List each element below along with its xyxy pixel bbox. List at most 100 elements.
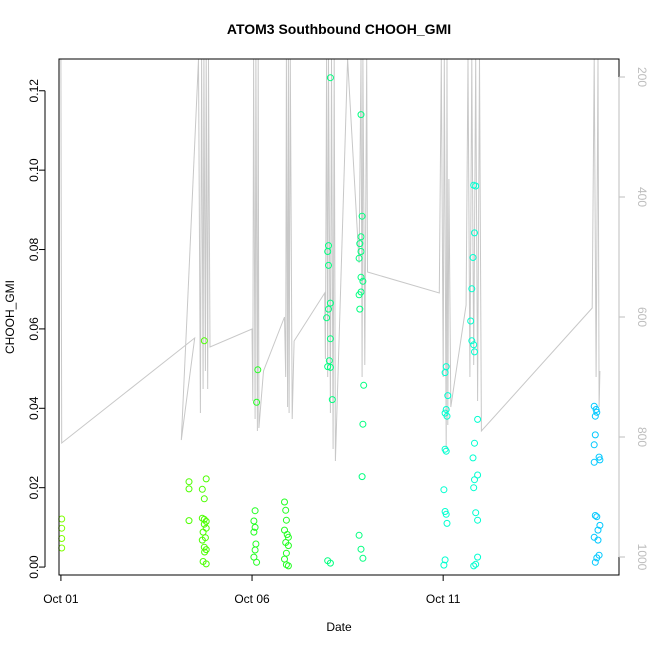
data-point [58, 535, 66, 542]
data-point [471, 476, 478, 484]
data-point [593, 513, 601, 521]
data-point [251, 507, 259, 515]
data-point [326, 363, 334, 371]
data-point [442, 510, 450, 518]
data-point [282, 549, 290, 557]
data-point [200, 495, 208, 503]
data-point [444, 392, 452, 400]
data-point [592, 406, 600, 413]
data-point [253, 398, 261, 406]
data-point [250, 528, 258, 536]
data-point [472, 182, 480, 190]
data-point [470, 484, 478, 492]
data-point [443, 412, 451, 420]
data-point [250, 517, 258, 525]
data-point [326, 74, 334, 82]
data-point [198, 536, 206, 544]
x-tick-label: Oct 06 [234, 592, 270, 606]
data-point [358, 212, 366, 220]
data-point [185, 517, 193, 525]
data-point [185, 478, 193, 486]
y2-tick-label: 600 [635, 307, 649, 327]
data-point [325, 261, 332, 269]
data-point [590, 441, 598, 449]
data-point [281, 526, 288, 534]
data-point [325, 305, 332, 313]
data-point [596, 456, 604, 464]
y-tick-label: 0.04 [27, 396, 41, 420]
data-point [590, 458, 598, 466]
data-point [442, 406, 450, 413]
data-point [472, 509, 480, 517]
data-point [474, 516, 482, 524]
data-point [200, 337, 208, 345]
data-point [323, 314, 331, 322]
x-axis-label: Date [326, 620, 352, 634]
data-point [202, 560, 210, 568]
data-point [359, 554, 367, 562]
pressure-line [60, 58, 601, 462]
y2-tick-label: 800 [635, 427, 649, 447]
data-point [360, 381, 368, 389]
data-point [326, 559, 334, 567]
data-point [254, 366, 262, 374]
data-point [326, 299, 334, 307]
data-point [253, 558, 261, 566]
data-point [356, 240, 364, 248]
data-point [282, 516, 290, 524]
y-tick-label: 0.10 [27, 158, 41, 182]
data-point [58, 544, 66, 552]
data-point [328, 396, 336, 404]
data-point [185, 485, 193, 493]
y-tick-label: 0.02 [27, 476, 41, 500]
data-point [594, 536, 602, 544]
y2-tick-label: 200 [635, 67, 649, 87]
data-point [282, 506, 290, 514]
data-point [198, 485, 206, 493]
data-point [471, 229, 478, 237]
y-axis: 0.00 0.02 0.04 0.06 0.08 0.10 0.12 [27, 79, 46, 579]
y-tick-label: 0.06 [27, 317, 41, 341]
x-tick-label: Oct 11 [426, 592, 461, 606]
secondary-y-axis: 200 400 600 800 1000 [618, 67, 649, 571]
data-point [199, 528, 207, 536]
data-point [472, 560, 480, 568]
y-axis-label: CHOOH_GMI [3, 280, 17, 354]
data-point [324, 248, 332, 255]
x-tick-label: Oct 01 [43, 592, 79, 606]
data-point [357, 233, 365, 241]
plot-frame [58, 58, 620, 576]
y-tick-label: 0.12 [27, 79, 41, 103]
data-point [467, 317, 475, 325]
data-point [474, 415, 482, 423]
data-point [358, 473, 366, 481]
data-point [359, 420, 367, 428]
data-point [591, 431, 599, 439]
data-point [252, 540, 260, 548]
data-point [468, 285, 476, 293]
data-point [469, 454, 477, 462]
data-point [591, 558, 599, 566]
data-point [281, 555, 288, 563]
data-point [468, 337, 476, 345]
data-point [596, 521, 604, 529]
y2-tick-label: 1000 [635, 544, 649, 571]
data-point [357, 273, 365, 281]
data-point [474, 471, 482, 479]
data-point [200, 520, 208, 528]
data-point [593, 408, 601, 416]
data-point [201, 548, 209, 556]
data-point [355, 291, 363, 299]
data-point [284, 542, 292, 550]
chart-title: ATOM3 Southbound CHOOH_GMI [227, 21, 451, 37]
y2-tick-label: 400 [635, 187, 649, 207]
data-point [441, 369, 449, 377]
data-point [441, 556, 449, 564]
x-axis: Oct 01 Oct 06 Oct 11 [43, 574, 461, 606]
data-point [440, 486, 448, 494]
data-point [442, 447, 450, 455]
y-tick-label: 0.00 [27, 555, 41, 579]
data-point [359, 277, 367, 285]
data-point [200, 515, 208, 523]
